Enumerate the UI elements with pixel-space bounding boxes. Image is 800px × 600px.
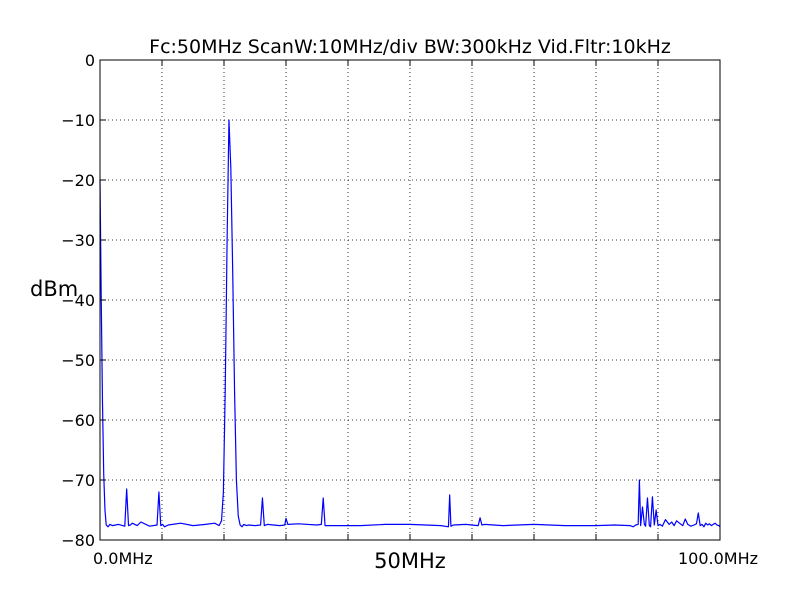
x-axis-ticks — [99, 60, 721, 540]
y-tick-label: −40 — [61, 291, 95, 310]
y-axis-label: dBm — [30, 277, 78, 301]
y-tick-label: 0 — [85, 51, 95, 70]
y-tick-label: −50 — [61, 351, 95, 370]
y-axis-ticks: 0 −10 −20 −30 −40 −50 −60 −70 −80 — [61, 51, 720, 550]
grid-lines — [100, 60, 720, 540]
y-tick-label: −70 — [61, 471, 95, 490]
chart-title: Fc:50MHz ScanW:10MHz/div BW:300kHz Vid.F… — [149, 36, 671, 58]
x-start-label: 0.0MHz — [93, 549, 153, 568]
y-tick-label: −30 — [61, 231, 95, 250]
spectrum-trace — [99, 119, 721, 528]
y-tick-label: −60 — [61, 411, 95, 430]
y-tick-label: −80 — [61, 531, 95, 550]
series-group — [99, 119, 721, 528]
x-end-label: 100.0MHz — [678, 549, 758, 568]
x-axis-label: 50MHz — [374, 549, 446, 573]
y-tick-label: −20 — [61, 171, 95, 190]
y-tick-label: −10 — [61, 111, 95, 130]
